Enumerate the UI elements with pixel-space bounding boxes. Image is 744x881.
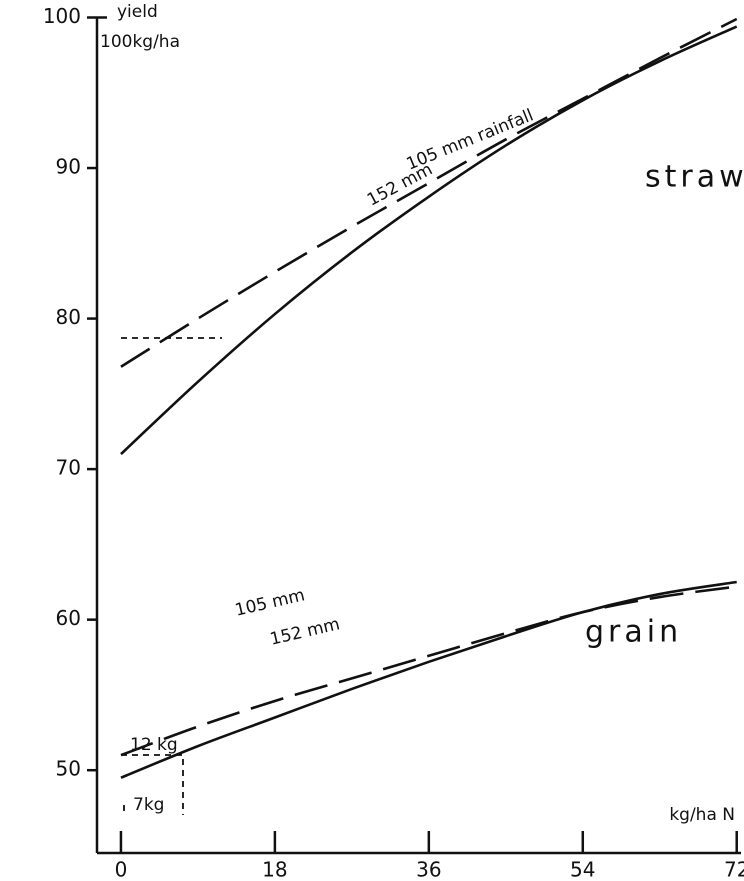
y-tick-label: 80: [56, 305, 81, 329]
series-label: 105 mm: [233, 585, 307, 620]
series-label: 152 mm: [268, 614, 342, 649]
x-tick-label: 72: [724, 858, 744, 881]
x-tick-label: 0: [115, 858, 128, 881]
y-tick-label: 90: [56, 155, 81, 179]
guide-line: [121, 754, 184, 815]
x-tick-label: 54: [570, 858, 595, 881]
x-tick-label: 36: [416, 858, 441, 881]
series-line: [120, 585, 737, 757]
annotation: grain: [585, 615, 682, 650]
y-tick-label: 100: [43, 4, 81, 28]
y-tick-label: 70: [56, 456, 81, 480]
y-tick-label: 60: [56, 606, 81, 630]
y-axis-label: yield: [117, 2, 158, 22]
series-line: [120, 25, 738, 456]
x-tick-label: 18: [262, 858, 287, 881]
annotation: 7kg: [133, 795, 164, 815]
annotation: 12 kg: [130, 735, 178, 755]
y-axis-label: 100kg/ha: [100, 32, 180, 52]
x-axis-label: kg/ha N: [669, 805, 735, 825]
series-line: [120, 17, 738, 368]
series-line: [120, 580, 737, 779]
y-tick-label: 50: [56, 757, 81, 781]
annotation: straw: [645, 160, 744, 195]
